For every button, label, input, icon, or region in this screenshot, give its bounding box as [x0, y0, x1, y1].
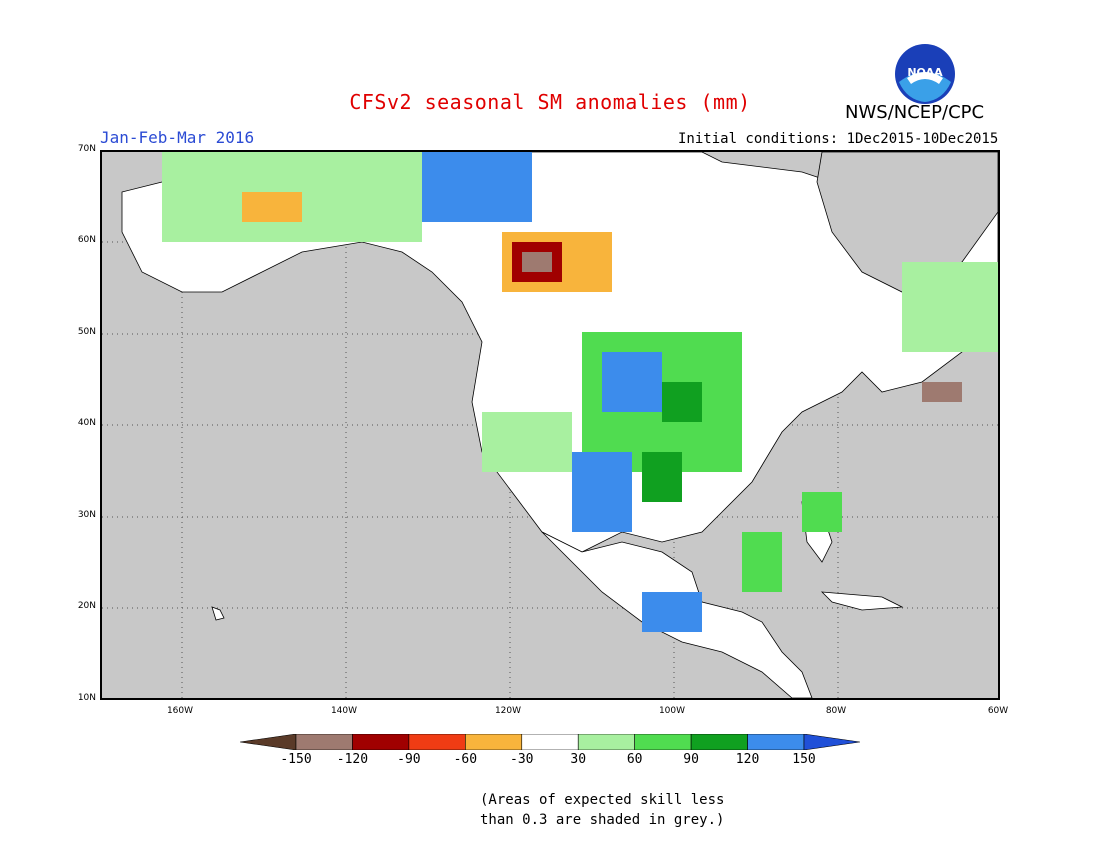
colorbar-tick-label: -60 — [453, 752, 478, 767]
initial-conditions-label: Initial conditions: 1Dec2015-10Dec2015 — [678, 131, 999, 147]
lat-label: 60N — [77, 235, 96, 245]
map-canvas — [102, 152, 998, 698]
anomaly-map — [100, 150, 1000, 700]
lat-label: 30N — [77, 510, 96, 520]
colorbar-segment — [521, 733, 579, 751]
colorbar-segment — [295, 733, 353, 751]
colorbar-segment — [690, 733, 748, 751]
colorbar-tick-label: 60 — [626, 752, 643, 767]
colorbar-tick-label: 90 — [683, 752, 699, 767]
lat-label: 50N — [77, 327, 96, 337]
colorbar-tick-label: -90 — [397, 752, 421, 767]
lat-label: 10N — [77, 693, 96, 703]
colorbar-segment — [465, 733, 523, 751]
colorbar-tick-label: -150 — [280, 752, 312, 767]
page-title: CFSv2 seasonal SM anomalies (mm) — [349, 90, 751, 114]
lon-label: 140W — [330, 706, 358, 716]
lat-label: 70N — [77, 144, 96, 154]
lon-label: 80W — [825, 706, 847, 716]
lon-label: 60W — [987, 706, 1009, 716]
lon-label: 100W — [658, 706, 686, 716]
logo-text: NOAA — [907, 66, 943, 79]
skill-note-line1: (Areas of expected skill less — [480, 792, 725, 808]
colorbar — [239, 733, 861, 751]
colorbar-segment — [352, 733, 410, 751]
colorbar-segment — [408, 733, 466, 751]
colorbar-segment — [747, 733, 805, 751]
lat-label: 20N — [77, 601, 96, 611]
colorbar-tick-label: -30 — [510, 752, 534, 767]
colorbar-segment — [634, 733, 692, 751]
skill-note-line2: than 0.3 are shaded in grey.) — [480, 812, 725, 828]
agency-label: NWS/NCEP/CPC — [845, 102, 985, 123]
colorbar-tick-label: 120 — [735, 752, 760, 767]
lat-label: 40N — [77, 418, 96, 428]
lon-label: 120W — [494, 706, 522, 716]
season-label: Jan-Feb-Mar 2016 — [100, 128, 255, 147]
colorbar-tick-label: 30 — [570, 752, 587, 767]
noaa-logo: NOAA — [893, 42, 957, 106]
colorbar-segment — [577, 733, 635, 751]
colorbar-end-high — [803, 733, 861, 751]
lon-label: 160W — [166, 706, 194, 716]
colorbar-tick-label: 150 — [792, 752, 816, 767]
colorbar-tick-label: -120 — [336, 752, 369, 767]
colorbar-end-low — [239, 733, 297, 751]
